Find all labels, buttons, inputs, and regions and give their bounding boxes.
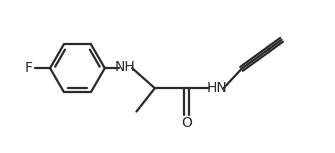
Text: NH: NH	[115, 60, 135, 75]
Text: O: O	[181, 116, 192, 130]
Text: HN: HN	[206, 80, 227, 95]
Text: F: F	[25, 61, 33, 75]
